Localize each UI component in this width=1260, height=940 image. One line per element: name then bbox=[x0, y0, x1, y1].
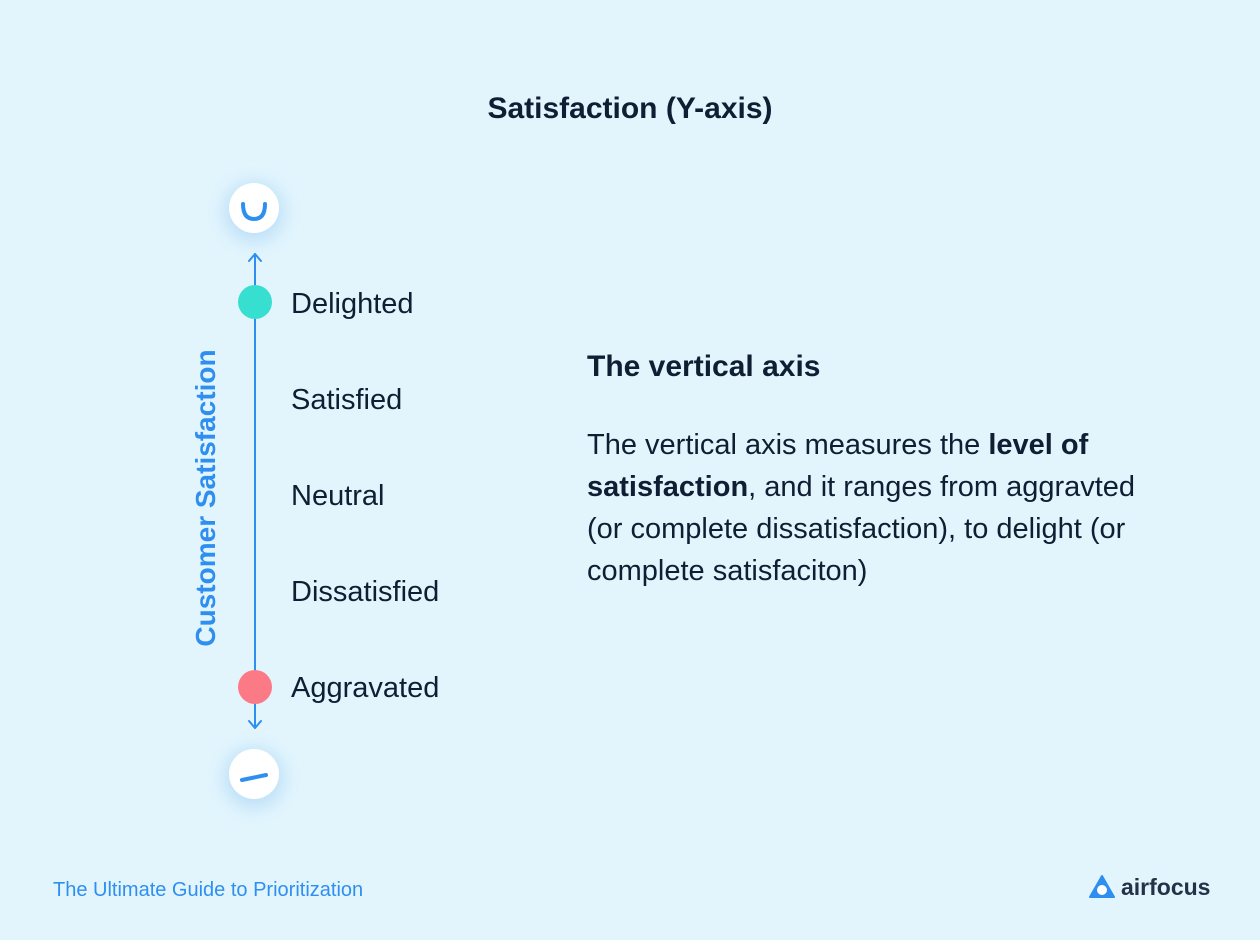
explanation-heading: The vertical axis bbox=[587, 350, 821, 383]
delighted-dot bbox=[238, 285, 272, 319]
explanation-text: The vertical axis measures the level of … bbox=[587, 424, 1147, 592]
smile-icon bbox=[241, 202, 267, 222]
level-satisfied: Satisfied bbox=[291, 384, 403, 416]
aggravated-dot bbox=[238, 670, 272, 704]
level-neutral: Neutral bbox=[291, 480, 385, 512]
top-icon-badge bbox=[224, 182, 284, 242]
level-dissatisfied: Dissatisfied bbox=[291, 576, 440, 608]
airfocus-logo-icon bbox=[1089, 875, 1115, 898]
level-delighted: Delighted bbox=[291, 288, 414, 320]
brand-logo: airfocus bbox=[1089, 874, 1210, 900]
footer-guide-title: The Ultimate Guide to Prioritization bbox=[53, 879, 364, 901]
explanation-text-bold: level of satisfaction bbox=[587, 429, 1089, 503]
arrow-down-icon bbox=[248, 720, 262, 729]
unhappy-icon bbox=[240, 773, 268, 782]
level-aggravated: Aggravated bbox=[291, 672, 440, 704]
brand-name: airfocus bbox=[1121, 873, 1211, 900]
bottom-icon-badge bbox=[224, 748, 284, 808]
explanation-text-end: , and it ranges from aggravted (or compl… bbox=[587, 471, 1136, 587]
arrow-up-icon bbox=[248, 253, 262, 262]
page-title: Satisfaction (Y-axis) bbox=[487, 92, 773, 125]
explanation-text-start: The vertical axis measures the bbox=[587, 429, 989, 461]
axis-line bbox=[248, 253, 262, 729]
